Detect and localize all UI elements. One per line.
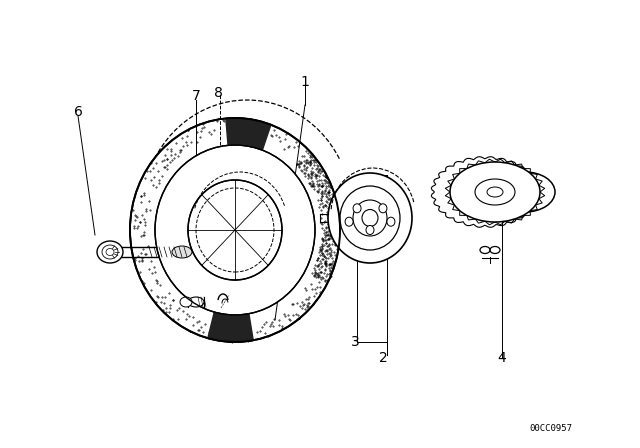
Ellipse shape	[155, 145, 315, 315]
Text: 3: 3	[351, 335, 360, 349]
Ellipse shape	[188, 180, 282, 280]
Ellipse shape	[495, 172, 555, 212]
Ellipse shape	[180, 297, 192, 307]
Ellipse shape	[353, 204, 361, 213]
Text: 00CC0957: 00CC0957	[529, 424, 572, 433]
Ellipse shape	[172, 246, 192, 258]
Polygon shape	[208, 312, 253, 342]
Ellipse shape	[130, 118, 340, 342]
Ellipse shape	[387, 217, 395, 226]
Ellipse shape	[345, 217, 353, 226]
Text: 8: 8	[214, 86, 223, 100]
Ellipse shape	[362, 210, 378, 227]
Ellipse shape	[328, 173, 412, 263]
Ellipse shape	[475, 179, 515, 205]
Text: 1: 1	[301, 75, 309, 89]
Ellipse shape	[379, 204, 387, 213]
Text: 7: 7	[191, 89, 200, 103]
Ellipse shape	[196, 188, 274, 272]
Text: 2: 2	[379, 351, 387, 365]
Ellipse shape	[366, 225, 374, 234]
Ellipse shape	[487, 187, 503, 197]
Text: 5: 5	[498, 201, 506, 215]
Ellipse shape	[353, 200, 387, 236]
Text: 6: 6	[74, 105, 83, 119]
Ellipse shape	[340, 186, 400, 250]
Polygon shape	[226, 118, 271, 150]
Ellipse shape	[97, 241, 123, 263]
Ellipse shape	[188, 297, 204, 307]
Text: 4: 4	[498, 351, 506, 365]
Ellipse shape	[450, 162, 540, 222]
